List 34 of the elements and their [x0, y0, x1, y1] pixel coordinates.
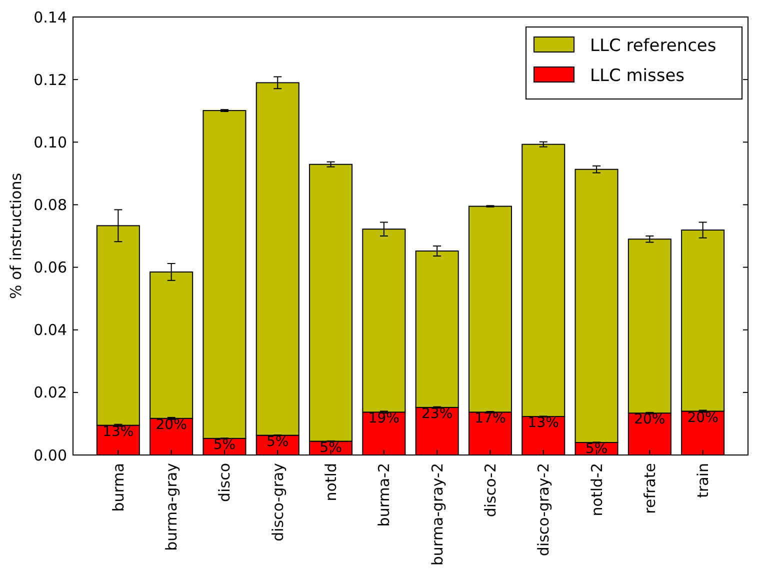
x-tick-label: burma-gray-2 [428, 463, 446, 566]
x-tick-label: refrate [640, 463, 659, 514]
annotation: 13% [528, 415, 559, 432]
annotation: 5% [320, 440, 342, 456]
y-tick-label: 0.02 [34, 384, 67, 402]
y-tick-label: 0.12 [34, 70, 67, 89]
annotation: 19% [368, 410, 400, 427]
annotation: 17% [474, 410, 506, 427]
y-tick-label: 0.06 [34, 258, 67, 277]
x-tick-label: disco-2 [481, 463, 500, 518]
annotation: 20% [156, 416, 187, 433]
x-tick-label: notld [322, 463, 340, 502]
y-tick-label: 0.08 [34, 196, 67, 214]
annotation: 20% [634, 412, 666, 428]
x-tick-label: disco-gray-2 [534, 463, 553, 556]
y-tick-label: 0.14 [34, 8, 67, 26]
x-tick-label: disco [216, 463, 234, 502]
annotation: 13% [102, 424, 134, 440]
x-tick-label: burma [109, 463, 128, 512]
y-tick-label: 0.04 [34, 321, 67, 340]
x-tick-label: burma-gray [162, 462, 181, 551]
legend-label: LLC misses [590, 66, 685, 86]
annotation: 5% [266, 434, 289, 450]
annotation: 5% [585, 441, 608, 458]
x-tick-label: train [694, 463, 712, 498]
y-axis-title: % of instructions [7, 172, 25, 300]
x-tick-label: notld-2 [588, 463, 606, 516]
annotation: 20% [687, 410, 718, 426]
y-tick-label: 0.00 [34, 446, 67, 464]
x-tick-label: disco-gray [268, 462, 287, 542]
x-tick-label: burma-2 [375, 463, 394, 527]
annotation: 5% [213, 437, 236, 454]
y-tick-label: 0.10 [34, 133, 67, 152]
legend-label: LLC references [590, 36, 716, 56]
